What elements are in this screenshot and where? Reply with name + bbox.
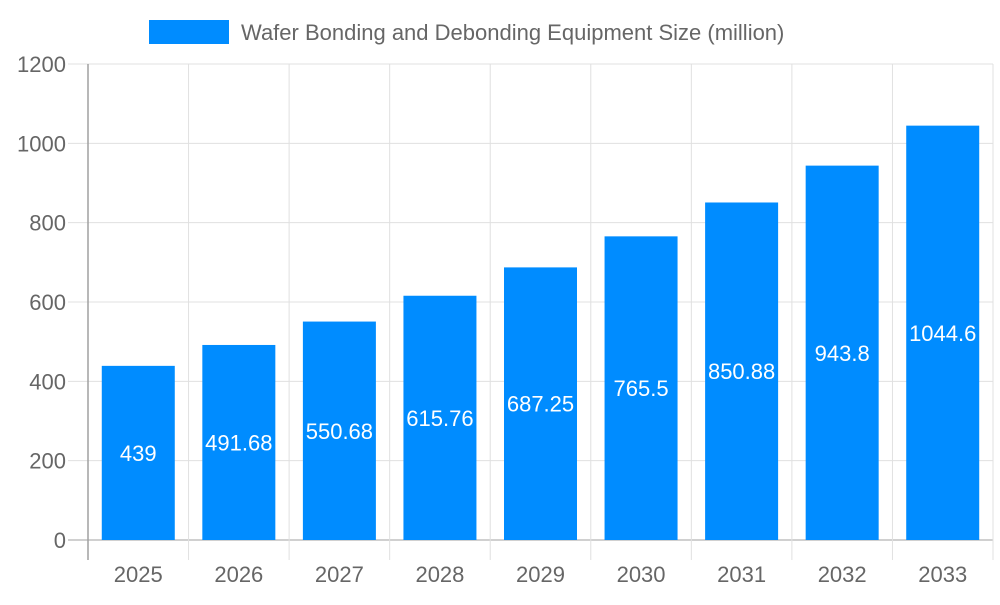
- y-tick-label: 1000: [17, 131, 66, 156]
- data-labels: 439 491.68 550.68 615.76 687.25 765.5 850.88 94…: [120, 321, 976, 466]
- bar-2031: [705, 202, 779, 541]
- bar-2030: [604, 236, 678, 540]
- data-label: 1044.6: [909, 321, 976, 346]
- x-tick-label: 2032: [818, 562, 867, 587]
- bar-2025: [101, 365, 175, 540]
- y-tick-label: 800: [29, 211, 66, 236]
- bar-2033: [906, 125, 980, 540]
- y-tick-label: 1200: [17, 52, 66, 77]
- x-tick-label: 2028: [415, 562, 464, 587]
- x-tick-label: 2031: [717, 562, 766, 587]
- x-tick-label: 2026: [214, 562, 263, 587]
- bar-2029: [504, 267, 577, 540]
- bars: [101, 125, 980, 541]
- legend[interactable]: Wafer Bonding and Debonding Equipment Si…: [149, 20, 784, 45]
- x-tick-label: 2027: [315, 562, 364, 587]
- bar-2032: [805, 165, 879, 540]
- x-tick-label: 2025: [114, 562, 163, 587]
- y-axis-ticks: 0 200 400 600 800 1000 1200: [17, 52, 66, 553]
- x-tick-label: 2033: [918, 562, 967, 587]
- data-label: 765.5: [614, 376, 669, 401]
- x-tick-label: 2030: [617, 562, 666, 587]
- legend-swatch: [149, 20, 229, 44]
- x-axis-ticks: 2025 2026 2027 2028 2029 2030 2031 2032 2033: [114, 562, 967, 587]
- legend-label: Wafer Bonding and Debonding Equipment Si…: [241, 20, 784, 45]
- y-tick-label: 0: [54, 528, 66, 553]
- data-label: 943.8: [815, 341, 870, 366]
- x-tick-label: 2029: [516, 562, 565, 587]
- bar-2028: [403, 295, 477, 540]
- data-label: 850.88: [708, 359, 775, 384]
- data-label: 550.68: [306, 419, 373, 444]
- data-label: 615.76: [406, 406, 473, 431]
- y-tick-label: 600: [29, 290, 66, 315]
- y-tick-label: 200: [29, 449, 66, 474]
- grid: [68, 63, 994, 560]
- data-label: 439: [120, 441, 157, 466]
- bar-2026: [202, 344, 276, 540]
- data-label: 687.25: [507, 392, 574, 417]
- bar-2027: [302, 321, 376, 540]
- data-label: 491.68: [205, 430, 272, 455]
- y-tick-label: 400: [29, 369, 66, 394]
